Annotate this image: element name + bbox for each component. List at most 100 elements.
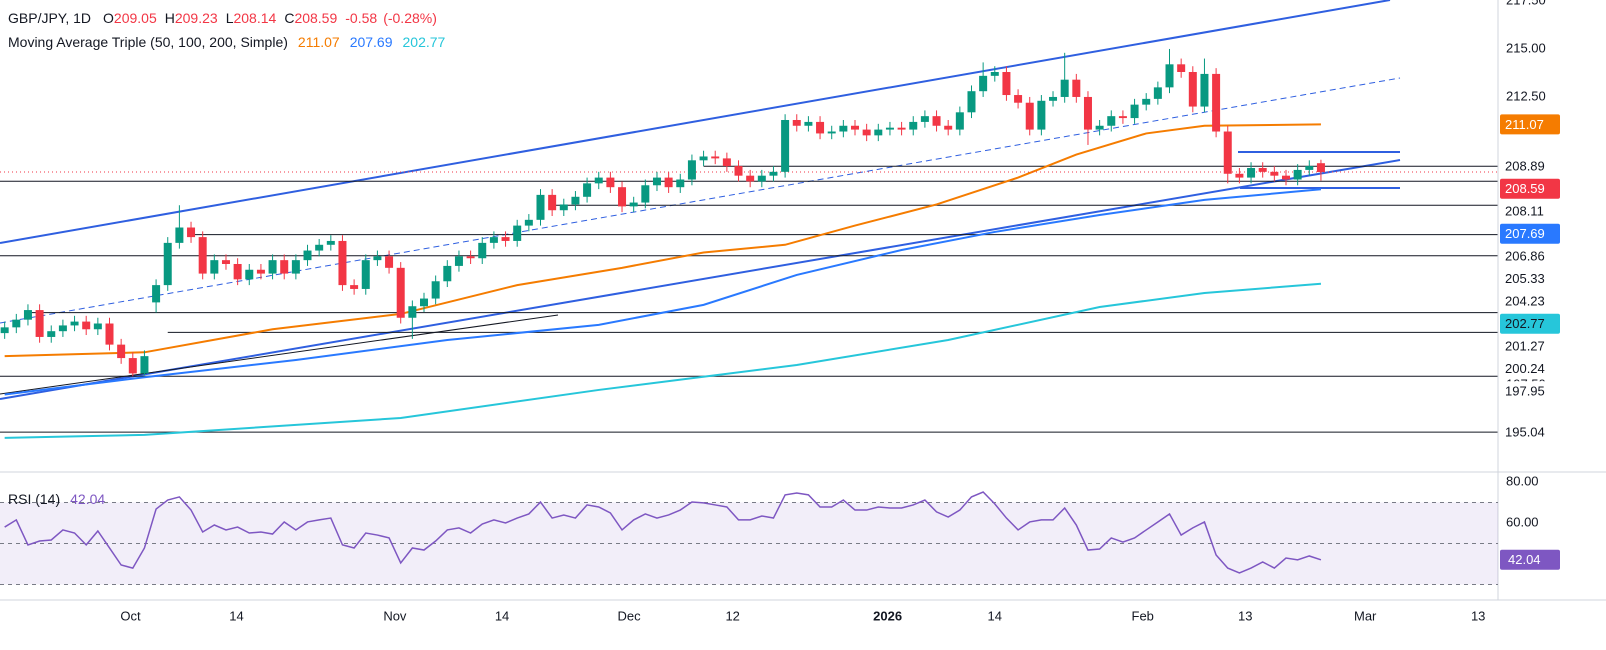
- candle-body: [536, 194, 545, 220]
- x-tick-label: 2026: [873, 608, 902, 623]
- level-label: 200.24: [1505, 361, 1545, 376]
- candle-body: [187, 227, 196, 238]
- candle-body: [804, 121, 813, 126]
- level-label: 195.04: [1505, 425, 1545, 440]
- candle-body: [979, 75, 988, 92]
- level-label: 204.23: [1505, 294, 1545, 309]
- close-label: C: [284, 10, 294, 26]
- candle-body: [117, 344, 126, 359]
- candle-body: [1072, 79, 1081, 97]
- candle-body: [221, 260, 230, 264]
- candle-body: [618, 187, 627, 207]
- candle-body: [1037, 100, 1046, 130]
- x-tick-label: 13: [1471, 608, 1485, 623]
- candle-body: [583, 183, 592, 197]
- symbol: GBP/JPY, 1D: [8, 10, 91, 26]
- candle-body: [431, 281, 440, 299]
- level-label: 205.33: [1505, 271, 1545, 286]
- candle-body: [35, 310, 44, 337]
- level-label-box: [1500, 268, 1560, 289]
- candle-body: [1281, 175, 1290, 180]
- ma-title: Moving Average Triple (50, 100, 200, Sim…: [8, 34, 288, 50]
- candle-body: [781, 119, 790, 172]
- candle-body: [1095, 125, 1104, 130]
- last-price-label: 208.59: [1505, 181, 1545, 196]
- candle-body: [734, 166, 743, 176]
- candle-body: [1083, 96, 1092, 130]
- candle-body: [245, 269, 254, 280]
- x-tick-label: 14: [988, 608, 1002, 623]
- level-label-box: [1500, 381, 1560, 402]
- level-label: 208.11: [1505, 204, 1544, 219]
- channel-upper: [0, 0, 1391, 244]
- moving-average: [4, 188, 1322, 396]
- channel-lower: [0, 159, 1401, 400]
- candle-body: [932, 116, 941, 126]
- rsi-label: 42.04: [1508, 552, 1541, 567]
- candle-body: [93, 323, 102, 330]
- candle-body: [1235, 173, 1244, 178]
- price-labels: 211.07 208.89 208.59 208.11 207.69 206.86 205.…: [1500, 114, 1560, 570]
- candle-body: [233, 263, 242, 280]
- high-label: H: [165, 10, 175, 26]
- low-value: 208.14: [233, 10, 276, 26]
- candle-body: [1305, 166, 1314, 170]
- x-tick-label: Dec: [617, 608, 641, 623]
- trendline: [0, 314, 559, 395]
- candle-body: [338, 240, 347, 286]
- y-tick-label: 217.50: [1506, 0, 1546, 7]
- candle-body: [47, 331, 56, 337]
- candle-body: [291, 260, 300, 274]
- x-tick-label: Mar: [1354, 608, 1377, 623]
- candle-body: [280, 260, 289, 274]
- candle-body: [944, 125, 953, 130]
- candle-body: [23, 310, 32, 320]
- ma100-label: 207.69: [1505, 226, 1545, 241]
- candle-body: [874, 129, 883, 136]
- candle-body: [1200, 73, 1209, 107]
- candle-body: [256, 269, 265, 274]
- candle-body: [70, 321, 79, 326]
- candle-body: [1107, 116, 1116, 126]
- candle-body: [1293, 169, 1302, 180]
- rsi-label-box: [1500, 549, 1560, 570]
- x-tick-label: Oct: [120, 608, 141, 623]
- candle-body: [897, 127, 906, 130]
- candle-body: [641, 185, 650, 203]
- candle-body: [198, 237, 207, 274]
- level-label-box: [1500, 358, 1560, 379]
- candle-body: [315, 244, 324, 251]
- x-tick-label: Feb: [1132, 608, 1154, 623]
- change: -0.58: [345, 10, 377, 26]
- candle-body: [1060, 79, 1069, 97]
- candle-body: [501, 237, 510, 241]
- candle-body: [851, 125, 860, 130]
- y-tick-label: 212.50: [1506, 88, 1546, 103]
- candle-body: [1049, 96, 1058, 101]
- candle-body: [699, 156, 708, 161]
- candle-body: [420, 298, 429, 307]
- candle-body: [792, 119, 801, 126]
- candle-body: [1212, 73, 1221, 132]
- candle-body: [967, 91, 976, 113]
- open-label: O: [103, 10, 114, 26]
- candle-body: [757, 175, 766, 182]
- rsi-tick-label: 80.00: [1506, 473, 1539, 488]
- candle-body: [1247, 167, 1256, 178]
- candle-body: [606, 177, 615, 188]
- close-value: 208.59: [294, 10, 337, 26]
- header: GBP/JPY, 1D O209.05 H209.23 L208.14 C208.59-…: [8, 10, 437, 26]
- x-tick-label: 12: [725, 608, 739, 623]
- candle-body: [1316, 163, 1325, 173]
- candle-body: [1177, 64, 1186, 72]
- level-label-box: [1500, 422, 1560, 443]
- candle-body: [524, 219, 533, 226]
- candle-body: [1258, 167, 1267, 172]
- candle-body: [769, 171, 778, 176]
- candle-body: [1188, 71, 1197, 107]
- candle-body: [711, 156, 720, 159]
- candle-body: [1153, 87, 1162, 99]
- candle-body: [175, 227, 184, 243]
